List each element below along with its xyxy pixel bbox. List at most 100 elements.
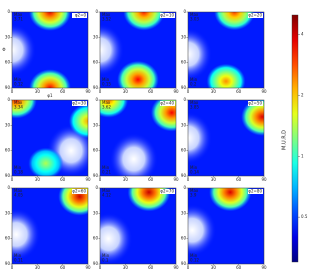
panel-label: φ2=30 [72,101,86,106]
label-box [248,101,263,106]
y-tick-label: 30 [93,122,99,127]
label-box [248,189,263,194]
x-tick-label: 30 [211,89,217,94]
colorbar-tick-label: 2 [301,92,304,97]
x-tick-label: 0 [99,265,102,270]
peak-region [127,188,171,212]
colorbar-label: M.U.R.D [282,130,288,150]
y-tick-label: 60 [5,236,11,241]
y-tick-label: 30 [181,122,187,127]
y-tick-label: 30 [5,210,11,215]
x-tick-label: 90 [173,177,179,182]
x-tick-label: 0 [187,177,190,182]
x-tick-label: 90 [85,177,91,182]
colorbar-tick-label: 4 [301,32,304,37]
panel-frame [187,187,265,265]
y-tick-label: 90 [5,85,11,90]
max-value: 3.9 [190,193,197,198]
max-value: 4.05 [14,193,23,198]
label-box [160,101,175,106]
x-tick-label: 60 [148,177,154,182]
panel [100,100,176,176]
min-value: 0.15 [102,82,111,87]
min-value: 0.12 [14,82,23,87]
min-label: Min [190,253,198,258]
colorbar-tick-label: 0.5 [301,214,308,219]
x-tick-label: 60 [148,89,154,94]
panel-label: φ2=50 [248,101,262,106]
x-tick-label: 0 [11,265,14,270]
low-region [100,24,124,76]
max-value: 3.62 [102,105,111,110]
x-axis-label: φ1 [47,93,53,98]
panel-label: φ2=70 [160,189,174,194]
x-tick-label: 90 [261,265,267,270]
y-axis-label: Φ [2,47,5,52]
y-tick-label: 90 [181,173,187,178]
x-tick-label: 30 [211,177,217,182]
x-tick-label: 60 [148,265,154,270]
peak-region [58,188,88,216]
y-tick-label: 90 [181,85,187,90]
x-tick-label: 60 [60,265,66,270]
low-region [188,28,212,81]
panel-frame [99,99,177,177]
x-tick-label: 30 [123,177,129,182]
panel [188,188,264,264]
panel [188,12,264,88]
x-tick-label: 90 [261,89,267,94]
peak-region [150,100,176,132]
y-tick-label: 60 [181,60,187,65]
panel-label: φ2=40 [160,101,174,106]
peak-region [100,100,129,118]
panel-label: φ2=80 [248,189,262,194]
max-label: Max [190,12,199,17]
x-tick-label: 30 [35,177,41,182]
panel-frame [11,187,89,265]
panel [12,188,88,264]
min-value: 0.18 [14,170,23,175]
peak-region [28,147,64,176]
x-tick-label: 30 [211,265,217,270]
peak-region [206,63,246,88]
y-tick-label: 0 [7,185,10,190]
low-region [188,112,212,164]
peak-region [123,12,165,31]
x-tick-label: 90 [173,265,179,270]
y-tick-label: 0 [7,97,10,102]
max-value: 3.71 [14,17,23,22]
panel-frame [187,99,265,177]
y-tick-label: 30 [181,34,187,39]
y-tick-label: 0 [183,185,186,190]
x-tick-label: 0 [99,89,102,94]
y-tick-label: 30 [5,34,11,39]
panel [188,100,264,176]
max-label: Max [14,12,23,17]
y-tick-label: 90 [93,85,99,90]
label-box [72,101,87,106]
low-region [12,24,36,76]
max-value: 3.52 [102,17,111,22]
y-tick-label: 0 [183,97,186,102]
panel-label: φ2=0 [75,13,87,18]
min-label: Min [190,77,198,82]
y-tick-label: 30 [5,122,11,127]
panel [100,12,176,88]
min-label: Min [14,77,22,82]
y-tick-label: 90 [93,173,99,178]
y-tick-label: 30 [93,34,99,39]
min-value: 0.12 [190,258,199,263]
x-tick-label: 30 [35,89,41,94]
panel-frame [11,99,89,177]
panel [100,188,176,264]
y-tick-label: 30 [93,210,99,215]
x-tick-label: 60 [236,89,242,94]
x-tick-label: 90 [261,177,267,182]
y-tick-label: 90 [5,261,11,266]
panel-label: φ2=10 [160,13,174,18]
x-tick-label: 90 [85,265,91,270]
label-box [72,13,87,18]
y-tick-label: 60 [181,148,187,153]
max-label: Max [190,100,199,105]
min-label: Min [14,165,22,170]
